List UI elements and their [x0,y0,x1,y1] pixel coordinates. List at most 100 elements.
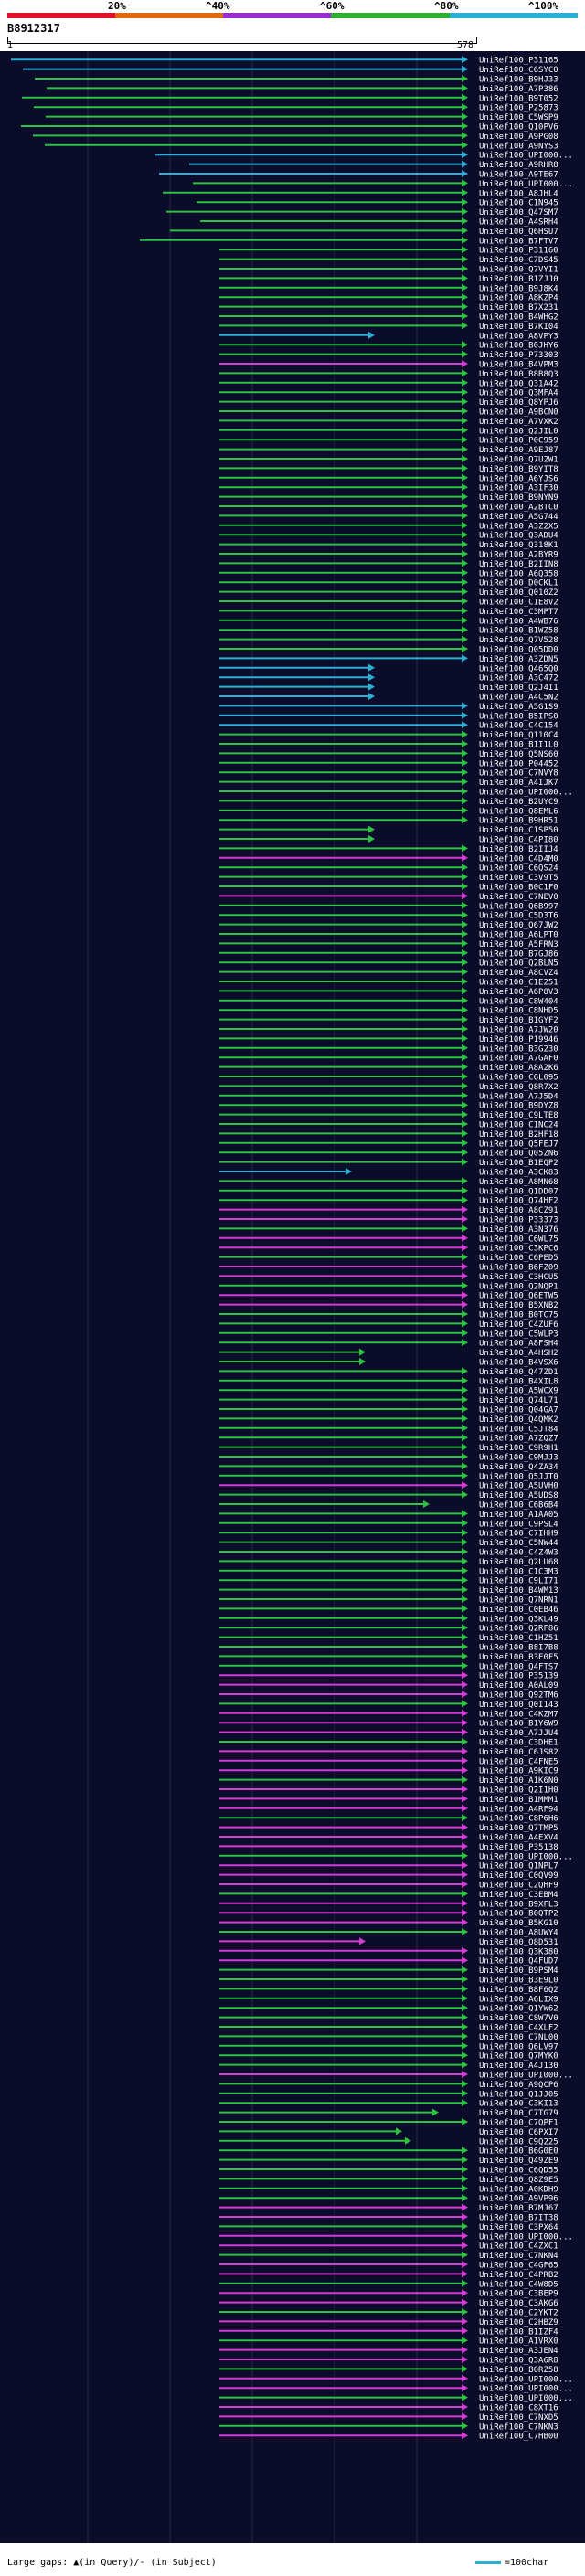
hit-label[interactable]: UniRef100_A6YJS6 [479,474,558,483]
hit-label[interactable]: UniRef100_D0CKL1 [479,579,558,588]
hit-label[interactable]: UniRef100_C4ZUF6 [479,1320,558,1330]
hit-label[interactable]: UniRef100_C3MPT7 [479,608,558,617]
hit-label[interactable]: UniRef100_C7NVY8 [479,769,558,779]
hit-label[interactable]: UniRef100_P0C959 [479,437,558,446]
hit-label[interactable]: UniRef100_C8W7V0 [479,2014,558,2023]
hit-label[interactable]: UniRef100_C6QS24 [479,864,558,874]
hit-label[interactable]: UniRef100_P04452 [479,759,558,769]
hit-label[interactable]: UniRef100_A7JW20 [479,1026,558,1035]
hit-label[interactable]: UniRef100_A3N376 [479,1225,558,1235]
hit-label[interactable]: UniRef100_A8VPY3 [479,332,558,341]
hit-label[interactable]: UniRef100_A8MN68 [479,1178,558,1187]
hit-label[interactable]: UniRef100_B6G0E0 [479,2147,558,2157]
hit-label[interactable]: UniRef100_C4GF65 [479,2262,558,2271]
hit-label[interactable]: UniRef100_C7NEV0 [479,893,558,902]
hit-label[interactable]: UniRef100_A6P8V3 [479,988,558,997]
hit-label[interactable]: UniRef100_B1WZ58 [479,627,558,636]
hit-label[interactable]: UniRef100_C6WL75 [479,1235,558,1244]
hit-label[interactable]: UniRef100_C3DHE1 [479,1739,558,1748]
hit-label[interactable]: UniRef100_B0RZ58 [479,2366,558,2375]
hit-label[interactable]: UniRef100_Q6LV97 [479,2042,558,2051]
hit-label[interactable]: UniRef100_Q010Z2 [479,588,558,598]
hit-label[interactable]: UniRef100_A7ZQZ7 [479,1435,558,1444]
hit-label[interactable]: UniRef100_Q7V528 [479,636,558,645]
hit-label[interactable]: UniRef100_A9TE67 [479,171,558,180]
hit-label[interactable]: UniRef100_Q7U2W1 [479,456,558,465]
hit-label[interactable]: UniRef100_A5FRN3 [479,940,558,949]
hit-label[interactable]: UniRef100_P31165 [479,57,558,66]
hit-label[interactable]: UniRef100_C1SP50 [479,826,558,835]
hit-label[interactable]: UniRef100_Q8Z9E5 [479,2176,558,2185]
hit-label[interactable]: UniRef100_UPI000... [479,180,573,189]
hit-label[interactable]: UniRef100_C8XT16 [479,2404,558,2413]
hit-label[interactable]: UniRef100_UPI000... [479,152,573,161]
hit-label[interactable]: UniRef100_C4XLF2 [479,2024,558,2033]
hit-label[interactable]: UniRef100_Q92TM6 [479,1691,558,1701]
hit-label[interactable]: UniRef100_A9VP96 [479,2195,558,2204]
hit-label[interactable]: UniRef100_Q3ADU4 [479,532,558,541]
hit-label[interactable]: UniRef100_C6QD55 [479,2167,558,2176]
hit-label[interactable]: UniRef100_Q10PV6 [479,123,558,133]
hit-label[interactable]: UniRef100_Q5NS60 [479,750,558,759]
hit-label[interactable]: UniRef100_C7QPF1 [479,2119,558,2128]
hit-label[interactable]: UniRef100_C2YKT2 [479,2309,558,2318]
hit-label[interactable]: UniRef100_B1IZF4 [479,2327,558,2337]
hit-label[interactable]: UniRef100_A3C472 [479,674,558,684]
hit-label[interactable]: UniRef100_B2UYC9 [479,798,558,807]
hit-label[interactable]: UniRef100_C6SYC0 [479,66,558,75]
hit-label[interactable]: UniRef100_C1E251 [479,979,558,988]
hit-label[interactable]: UniRef100_A1K6N0 [479,1776,558,1786]
hit-label[interactable]: UniRef100_Q2NQP1 [479,1282,558,1291]
hit-label[interactable]: UniRef100_A4WB76 [479,617,558,626]
hit-label[interactable]: UniRef100_Q7NRN1 [479,1596,558,1606]
hit-label[interactable]: UniRef100_Q1YW62 [479,2005,558,2014]
hit-label[interactable]: UniRef100_A1AA05 [479,1511,558,1520]
hit-label[interactable]: UniRef100_A2BTC0 [479,504,558,513]
hit-label[interactable]: UniRef100_B4WHG2 [479,313,558,323]
hit-label[interactable]: UniRef100_Q2RF86 [479,1625,558,1634]
hit-label[interactable]: UniRef100_B8B8Q3 [479,370,558,379]
hit-label[interactable]: UniRef100_C6PED5 [479,1254,558,1263]
hit-label[interactable]: UniRef100_Q05ZN6 [479,1150,558,1159]
hit-label[interactable]: UniRef100_C4PRB2 [479,2271,558,2280]
hit-label[interactable]: UniRef100_C0EB46 [479,1606,558,1615]
hit-label[interactable]: UniRef100_B9NYN9 [479,493,558,503]
hit-label[interactable]: UniRef100_C1N945 [479,199,558,208]
hit-label[interactable]: UniRef100_P35138 [479,1843,558,1852]
hit-label[interactable]: UniRef100_B8F6Q2 [479,1986,558,1995]
hit-label[interactable]: UniRef100_Q2JIL0 [479,427,558,436]
hit-label[interactable]: UniRef100_A9PG08 [479,133,558,142]
hit-label[interactable]: UniRef100_B7KI04 [479,323,558,332]
hit-label[interactable]: UniRef100_B1GYF2 [479,1016,558,1025]
hit-label[interactable]: UniRef100_A6LPT0 [479,931,558,940]
hit-label[interactable]: UniRef100_A6LIX9 [479,1995,558,2004]
hit-label[interactable]: UniRef100_P19946 [479,1035,558,1044]
hit-label[interactable]: UniRef100_C3EBM4 [479,1891,558,1900]
hit-label[interactable]: UniRef100_Q2J4I1 [479,684,558,693]
hit-label[interactable]: UniRef100_Q4FUD7 [479,1957,558,1966]
hit-label[interactable]: UniRef100_A5G1S9 [479,703,558,712]
hit-label[interactable]: UniRef100_B0C1F0 [479,884,558,893]
hit-label[interactable]: UniRef100_C7TG79 [479,2109,558,2118]
hit-label[interactable]: UniRef100_C4PI80 [479,836,558,845]
hit-label[interactable]: UniRef100_A7VXK2 [479,418,558,427]
hit-label[interactable]: UniRef100_A0KDH9 [479,2185,558,2194]
hit-label[interactable]: UniRef100_A4RF94 [479,1805,558,1814]
hit-label[interactable]: UniRef100_UPI000... [479,2375,573,2384]
hit-label[interactable]: UniRef100_Q110C4 [479,731,558,740]
hit-label[interactable]: UniRef100_C7NKN3 [479,2422,558,2432]
hit-label[interactable]: UniRef100_B1ZJJ0 [479,275,558,284]
hit-label[interactable]: UniRef100_B4VSX6 [479,1359,558,1368]
hit-label[interactable]: UniRef100_Q49ZE9 [479,2157,558,2166]
hit-label[interactable]: UniRef100_B4XIL8 [479,1377,558,1386]
hit-label[interactable]: UniRef100_B3E9L0 [479,1977,558,1986]
hit-label[interactable]: UniRef100_B0QTP2 [479,1910,558,1919]
hit-label[interactable]: UniRef100_C4W8D5 [479,2280,558,2289]
hit-label[interactable]: UniRef100_Q2LU68 [479,1558,558,1567]
hit-label[interactable]: UniRef100_A1VRX0 [479,2337,558,2347]
hit-label[interactable]: UniRef100_Q465Q0 [479,664,558,673]
hit-label[interactable]: UniRef100_A9EJ87 [479,446,558,455]
hit-label[interactable]: UniRef100_A8CVZ4 [479,969,558,978]
hit-label[interactable]: UniRef100_P35139 [479,1672,558,1681]
hit-label[interactable]: UniRef100_A4SRH4 [479,218,558,228]
